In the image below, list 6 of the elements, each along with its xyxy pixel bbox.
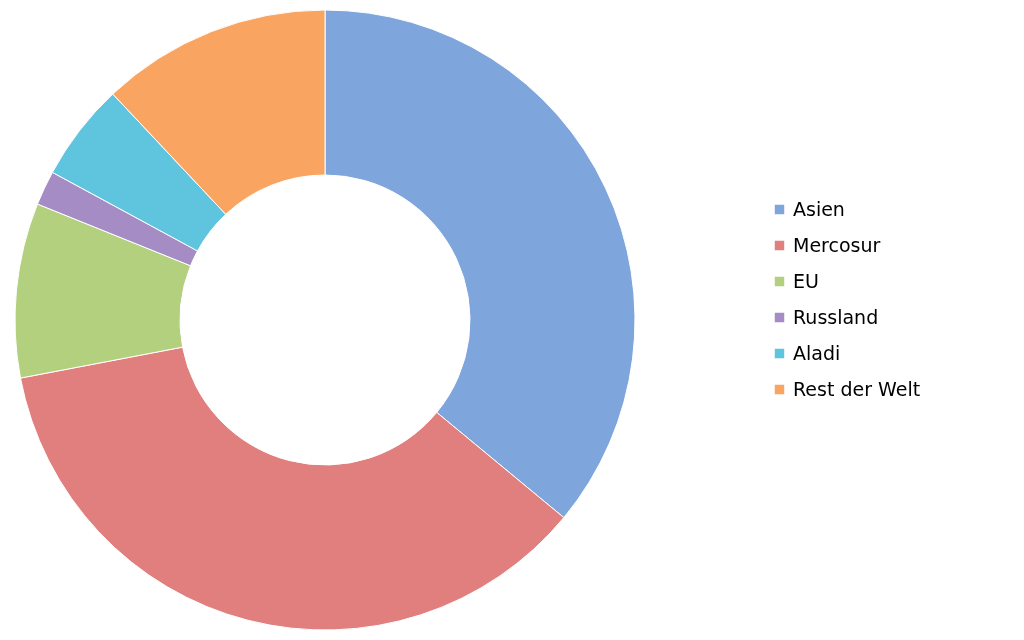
legend-label: Asien (793, 197, 845, 220)
legend-label: EU (793, 269, 819, 292)
legend-label: Aladi (793, 341, 841, 364)
legend-label: Mercosur (793, 233, 881, 256)
legend-label: Rest der Welt (793, 377, 921, 400)
legend-label: Russland (793, 305, 879, 328)
